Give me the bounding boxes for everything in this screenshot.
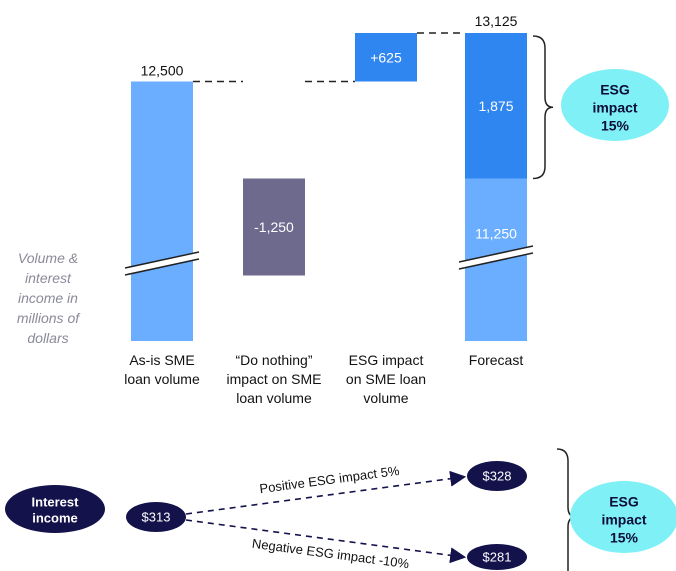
category-label: Forecast: [469, 352, 524, 368]
category-label: impact on SME: [227, 371, 322, 387]
bracket-volume: [533, 36, 553, 179]
axis-note-line: interest: [0, 268, 96, 288]
esg-impact-bubble-text: ESG: [600, 82, 630, 98]
category-label: As-is SME: [129, 352, 194, 368]
category-label: loan volume: [236, 390, 312, 406]
start-value-label: $313: [142, 509, 171, 524]
data-label: 11,250: [475, 226, 517, 242]
axis-note-line: Volume &: [0, 248, 96, 268]
axis-note: Volume & interest income in millions of …: [0, 248, 96, 348]
bar-as-is: [131, 82, 193, 342]
category-label: volume: [363, 390, 408, 406]
category-label: ESG impact: [349, 352, 424, 368]
data-label: 1,875: [478, 98, 513, 114]
interest-esg-bubble-text: impact: [601, 512, 646, 528]
category-label: on SME loan: [346, 371, 426, 387]
esg-impact-bubble-text: impact: [592, 100, 637, 116]
axis-note-line: dollars: [0, 328, 96, 348]
category-label: loan volume: [124, 371, 200, 387]
data-label: +625: [370, 49, 402, 65]
esg-impact-bubble-text: 15%: [601, 118, 630, 134]
data-label: -1,250: [254, 219, 294, 235]
positive-impact-label: Positive ESG impact 5%: [259, 463, 401, 496]
interest-income-label: income: [32, 510, 78, 525]
up-value-label: $328: [483, 468, 512, 483]
data-label: 12,500: [141, 63, 184, 79]
interest-esg-bubble-text: ESG: [609, 494, 639, 510]
negative-impact-label: Negative ESG impact -10%: [251, 536, 410, 571]
down-value-label: $281: [483, 549, 512, 564]
axis-note-line: income in: [0, 288, 96, 308]
axis-note-line: millions of: [0, 308, 96, 328]
interest-esg-bubble-text: 15%: [610, 530, 639, 546]
data-label-total: 13,125: [475, 13, 518, 29]
category-label: “Do nothing”: [235, 352, 312, 368]
interest-income-label: Interest: [32, 494, 80, 509]
